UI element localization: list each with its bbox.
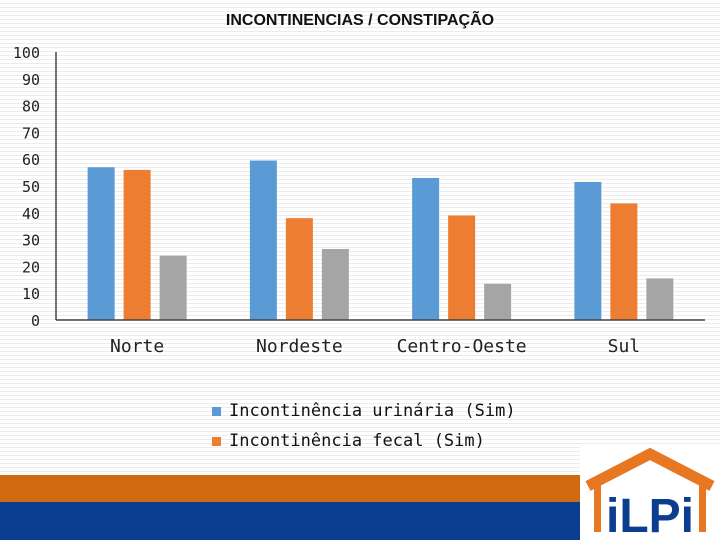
y-tick-label-50: 50	[22, 178, 40, 196]
y-tick-label-70: 70	[22, 124, 40, 142]
y-tick-label-100: 100	[13, 44, 40, 62]
bar-centro-oeste-series-1	[412, 177, 440, 320]
bar-sul-series-2	[610, 203, 638, 320]
bar-nordeste-series-2	[285, 218, 313, 320]
legend: Incontinência urinária (Sim) Incontinênc…	[212, 396, 516, 456]
y-tick-label-40: 40	[22, 205, 40, 223]
legend-item-urinaria: Incontinência urinária (Sim)	[212, 396, 516, 426]
x-tick-label-norte: Norte	[110, 336, 164, 357]
bar-centro-oeste-series-2	[448, 215, 476, 320]
y-tick-label-20: 20	[22, 258, 40, 276]
bar-chart: 0 10 20 30 40 50 60 70 80 90 100 Norte Nordeste Cent…	[13, 44, 705, 357]
bar-sul-series-3	[646, 278, 674, 320]
y-tick-label-10: 10	[22, 285, 40, 303]
legend-label-urinaria: Incontinência urinária (Sim)	[229, 401, 516, 421]
ilpi-logo: iLPi	[580, 446, 720, 543]
bar-norte-series-3	[159, 255, 187, 320]
legend-item-fecal: Incontinência fecal (Sim)	[212, 426, 516, 456]
y-tick-label-90: 90	[22, 71, 40, 89]
y-tick-label-30: 30	[22, 232, 40, 250]
bar-centro-oeste-series-3	[484, 283, 512, 320]
x-axis-labels: Norte Nordeste Centro-Oeste Sul	[110, 336, 640, 357]
legend-swatch-fecal	[212, 436, 221, 446]
y-tick-label-80: 80	[22, 98, 40, 116]
bar-nordeste-series-1	[249, 160, 277, 320]
legend-label-fecal: Incontinência fecal (Sim)	[229, 431, 485, 451]
y-tick-label-0: 0	[31, 312, 40, 330]
x-tick-label-sul: Sul	[608, 336, 641, 357]
y-axis-ticks: 0 10 20 30 40 50 60 70 80 90 100	[13, 44, 40, 330]
chart-title: INCONTINENCIAS / CONSTIPAÇÃO	[225, 12, 495, 29]
bars	[87, 160, 674, 320]
ilpi-logo-icon: iLPi	[585, 447, 715, 543]
bar-nordeste-series-3	[321, 248, 349, 320]
bar-norte-series-2	[123, 169, 151, 320]
legend-swatch-urinaria	[212, 406, 221, 416]
bar-norte-series-1	[87, 167, 115, 320]
ilpi-logo-text: iLPi	[606, 490, 694, 540]
x-tick-label-nordeste: Nordeste	[256, 336, 343, 357]
x-tick-label-centro-oeste: Centro-Oeste	[397, 336, 527, 357]
y-tick-label-60: 60	[22, 151, 40, 169]
bar-sul-series-1	[574, 181, 602, 320]
